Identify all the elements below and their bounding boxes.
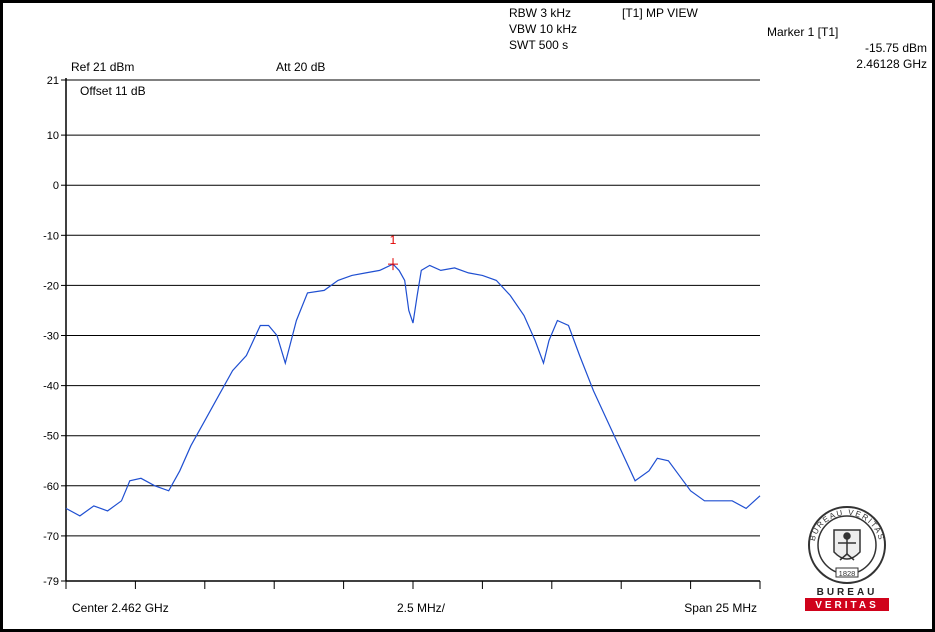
marker-frequency: 2.46128 GHz bbox=[856, 57, 927, 71]
y-tick-label: -10 bbox=[43, 230, 59, 242]
y-tick-label: -20 bbox=[43, 280, 59, 292]
spectrum-trace bbox=[65, 263, 761, 517]
y-tick-label: -60 bbox=[43, 481, 59, 493]
x-axis-ticks bbox=[65, 581, 761, 589]
logo-year-box bbox=[835, 567, 859, 578]
marker-number-label: 1 bbox=[390, 233, 397, 247]
ref-level-label: Ref 21 dBm bbox=[71, 60, 134, 74]
bureau-veritas-logo: BUREAU VERITAS 1828 BUREAU VERITAS bbox=[805, 506, 889, 611]
marker-title: Marker 1 [T1] bbox=[767, 25, 838, 39]
y-tick-label: -30 bbox=[43, 331, 59, 343]
division-label: 2.5 MHz/ bbox=[397, 601, 446, 615]
swt-label: SWT 500 s bbox=[509, 38, 568, 52]
attenuation-label: Att 20 dB bbox=[276, 60, 325, 74]
span-label: Span 25 MHz bbox=[684, 601, 757, 615]
offset-label: Offset 11 dB bbox=[80, 84, 146, 98]
plot-area: 21 10 0 -10 -20 -30 -40 -50 -60 -70 -79 1 bbox=[43, 75, 761, 589]
logo-year: 1828 bbox=[839, 569, 856, 578]
marker-level: -15.75 dBm bbox=[865, 41, 927, 55]
logo-word-bureau: BUREAU bbox=[817, 587, 878, 598]
center-frequency-label: Center 2.462 GHz bbox=[72, 601, 169, 615]
y-tick-label: -40 bbox=[43, 381, 59, 393]
logo-red-band bbox=[805, 598, 889, 611]
gridlines bbox=[65, 78, 760, 582]
y-tick-label: -70 bbox=[43, 531, 59, 543]
y-tick-label: -79 bbox=[43, 576, 59, 588]
y-tick-label: 21 bbox=[47, 75, 59, 87]
y-axis-ticks: 21 10 0 -10 -20 -30 -40 -50 -60 -70 -79 bbox=[43, 75, 66, 588]
rbw-label: RBW 3 kHz bbox=[509, 6, 571, 20]
y-tick-label: 0 bbox=[53, 180, 59, 192]
vbw-label: VBW 10 kHz bbox=[509, 22, 577, 36]
logo-word-veritas: VERITAS bbox=[815, 600, 879, 611]
logo-emblem-icon bbox=[833, 529, 861, 561]
marker-1: 1 bbox=[388, 233, 399, 271]
y-tick-label: -50 bbox=[43, 431, 59, 443]
view-label: [T1] MP VIEW bbox=[622, 6, 698, 20]
y-tick-label: 10 bbox=[47, 130, 59, 142]
